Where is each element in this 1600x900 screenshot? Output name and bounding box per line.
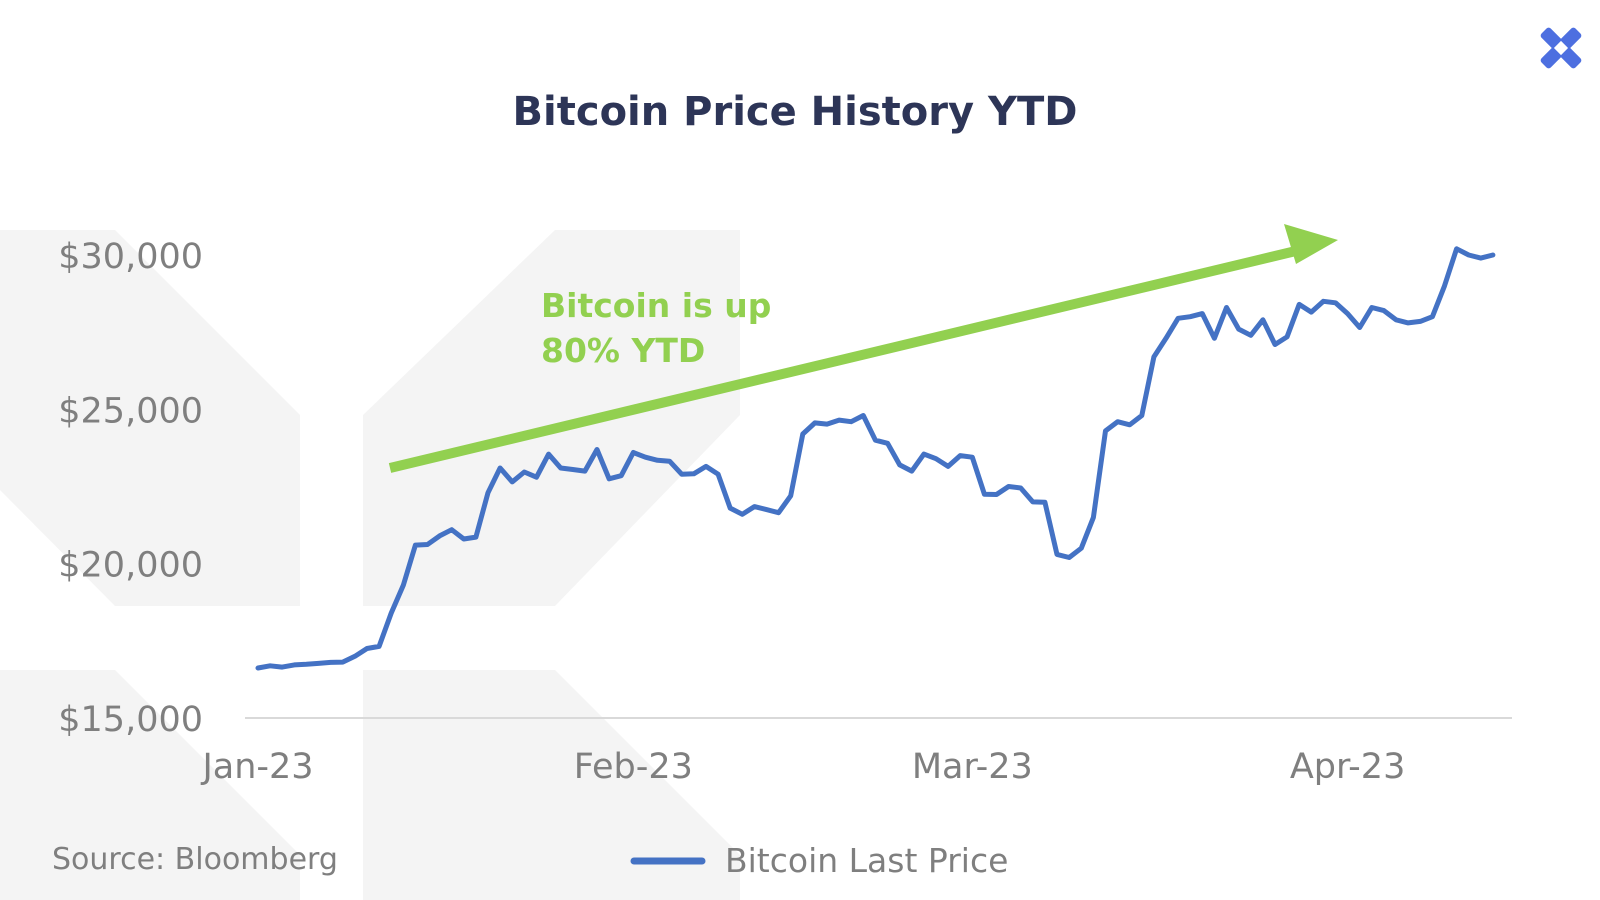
x-tick-label: Mar-23: [912, 747, 1033, 787]
annotation-line-2: 80% YTD: [541, 331, 705, 370]
x-tick-label: Apr-23: [1290, 747, 1405, 787]
legend-label: Bitcoin Last Price: [725, 841, 1008, 880]
source-note: Source: Bloomberg: [52, 842, 338, 877]
y-tick-label: $20,000: [58, 546, 203, 586]
chart-title: Bitcoin Price History YTD: [513, 89, 1078, 135]
series-line: [255, 246, 1496, 671]
watermark-shape-upper-right: [363, 230, 740, 606]
y-tick-label: $25,000: [58, 391, 203, 431]
x-logo-center: [1553, 40, 1569, 56]
trend-arrow-head: [1284, 224, 1338, 264]
series-bitcoin-last-price: [255, 246, 1496, 671]
trend-arrow: [388, 224, 1338, 473]
y-axis: $15,000 $20,000 $25,000 $30,000: [58, 237, 203, 740]
trend-arrow-shaft: [388, 245, 1302, 473]
x-tick-label: Feb-23: [574, 747, 693, 787]
watermark-shape-upper-left: [0, 230, 300, 606]
y-tick-label: $30,000: [58, 237, 203, 277]
watermark-shape-lower-right: [363, 670, 740, 900]
annotation-line-1: Bitcoin is up: [541, 286, 771, 325]
watermark-shape-lower-left: [0, 670, 300, 900]
legend: Bitcoin Last Price: [630, 841, 1008, 880]
x-axis: Jan-23 Feb-23 Mar-23 Apr-23: [200, 747, 1405, 787]
x-logo-icon: [1540, 27, 1582, 69]
y-tick-label: $15,000: [58, 700, 203, 740]
x-tick-label: Jan-23: [200, 747, 313, 787]
watermark-logo: [0, 230, 740, 900]
